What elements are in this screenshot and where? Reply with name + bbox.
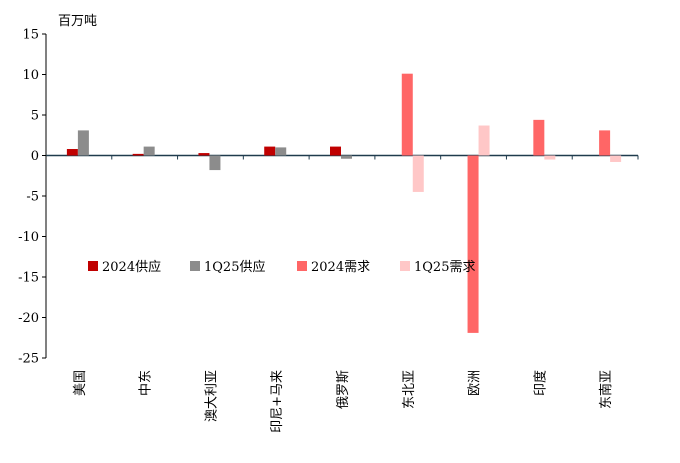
bar xyxy=(544,155,556,160)
bar xyxy=(478,125,490,156)
legend-swatch xyxy=(88,261,98,271)
bars-group xyxy=(66,73,622,333)
bar xyxy=(412,155,424,192)
bar xyxy=(264,146,276,156)
y-tick-label: -5 xyxy=(26,190,39,205)
x-tick-label: 澳大利亚 xyxy=(203,370,219,422)
axes-group: 15 10 5 0 -5 -10 -15 -20 -25 美国 中东 澳大利亚 印尼+马来 俄罗斯 东北亚 欧… xyxy=(18,28,639,433)
y-tick-label: -25 xyxy=(18,352,39,367)
bar xyxy=(275,147,287,156)
legend-swatch xyxy=(400,261,410,271)
legend-label: 2024需求 xyxy=(311,260,370,275)
x-tick-label: 印度 xyxy=(532,370,548,396)
x-tick-label: 东南亚 xyxy=(598,370,614,409)
bar xyxy=(610,155,622,162)
x-tick-label: 美国 xyxy=(73,370,88,396)
legend-label: 1Q25供应 xyxy=(204,259,265,275)
bar xyxy=(77,130,89,156)
bar xyxy=(341,155,352,159)
legend-swatch xyxy=(297,261,307,271)
y-tick-label: 10 xyxy=(22,68,39,83)
x-tick-label: 东北亚 xyxy=(402,370,417,409)
bar xyxy=(467,155,479,333)
bar xyxy=(66,149,78,156)
legend-label: 2024供应 xyxy=(102,259,161,275)
bar xyxy=(198,153,210,156)
x-tick-label: 欧洲 xyxy=(468,370,483,396)
legend: 2024供应 1Q25供应 2024需求 1Q25需求 xyxy=(88,259,475,275)
bar xyxy=(143,146,155,156)
y-tick-label: 0 xyxy=(31,149,39,164)
bar xyxy=(209,155,221,171)
x-tick-label: 印尼+马来 xyxy=(270,370,285,433)
legend-label: 1Q25需求 xyxy=(414,260,475,275)
x-tick-label: 俄罗斯 xyxy=(336,370,351,409)
legend-swatch xyxy=(190,261,200,271)
y-tick-label: -15 xyxy=(18,271,39,286)
y-tick-label: -10 xyxy=(18,230,39,245)
y-tick-label: 15 xyxy=(22,28,39,43)
x-tick-label: 中东 xyxy=(139,370,154,396)
bar xyxy=(330,146,341,156)
bar xyxy=(533,119,545,156)
bar xyxy=(401,73,413,156)
y-tick-label: -20 xyxy=(18,311,39,326)
y-unit-label: 百万吨 xyxy=(58,14,98,29)
bar xyxy=(132,153,144,156)
bar xyxy=(599,130,611,156)
y-tick-label: 5 xyxy=(31,109,39,124)
